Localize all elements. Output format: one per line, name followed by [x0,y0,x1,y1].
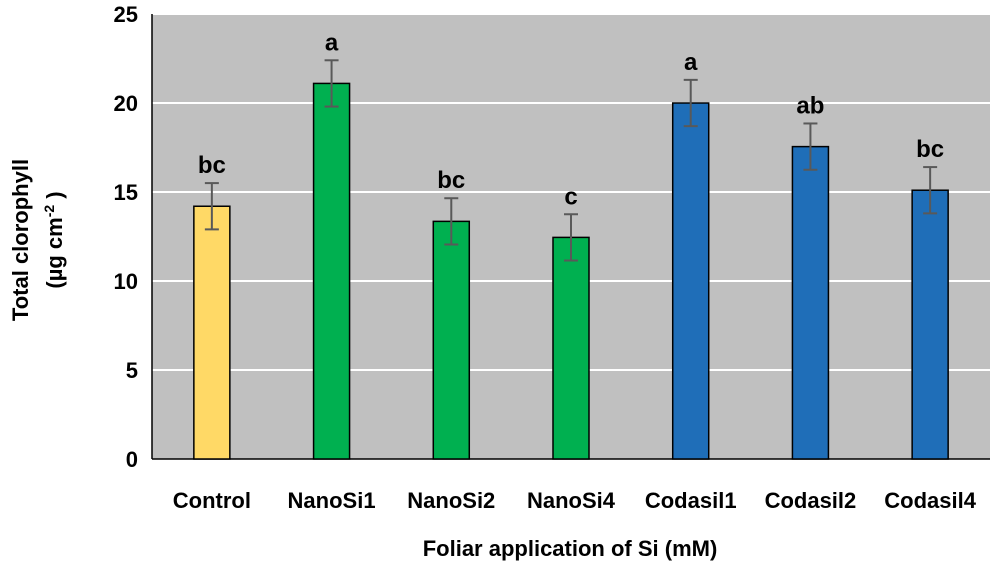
y-tick-labels: 0 5 10 15 20 25 [114,2,138,472]
x-category-label: Codasil1 [645,488,737,513]
significance-letter: bc [198,152,226,179]
bar [791,145,830,460]
y-axis-title: Total clorophyll (µg cm-2 ) [8,159,67,321]
x-category-label: NanoSi2 [407,488,495,513]
significance-letter: ab [796,92,824,119]
y-tick-label: 10 [114,269,138,294]
y-tick-label: 15 [114,180,138,205]
x-category-label: NanoSi4 [527,488,616,513]
bar [312,82,351,460]
y-tick-label: 20 [114,91,138,116]
significance-letter: c [564,183,577,210]
bar [432,220,471,460]
x-category-label: Codasil4 [884,488,976,513]
significance-letter: bc [916,136,944,163]
y-tick-label: 5 [126,358,138,383]
y-axis-unit-suffix: ) [42,191,67,204]
x-axis-title: Foliar application of Si (mM) [423,536,718,561]
significance-letters: bc a bc c a ab bc [198,29,944,210]
x-category-label: NanoSi1 [288,488,376,513]
bars [193,82,949,460]
bar [671,102,710,460]
y-tick-label: 0 [126,447,138,472]
x-category-label: Control [173,488,251,513]
y-axis-unit-prefix: (µg cm [42,217,67,288]
bar [552,236,590,460]
y-axis-title-line1: Total clorophyll [8,159,33,321]
y-tick-label: 25 [114,2,138,27]
bar [911,189,949,460]
y-axis-title-line2: (µg cm-2 ) [41,191,67,288]
significance-letter: a [325,29,339,56]
x-category-label: Codasil2 [765,488,857,513]
x-category-labels: Control NanoSi1 NanoSi2 NanoSi4 Codasil1 Coda… [173,488,977,513]
significance-letter: a [684,49,698,76]
significance-letter: bc [437,167,465,194]
bar [193,205,231,460]
error-bars [204,59,938,262]
y-axis-unit-superscript: -2 [41,205,57,218]
